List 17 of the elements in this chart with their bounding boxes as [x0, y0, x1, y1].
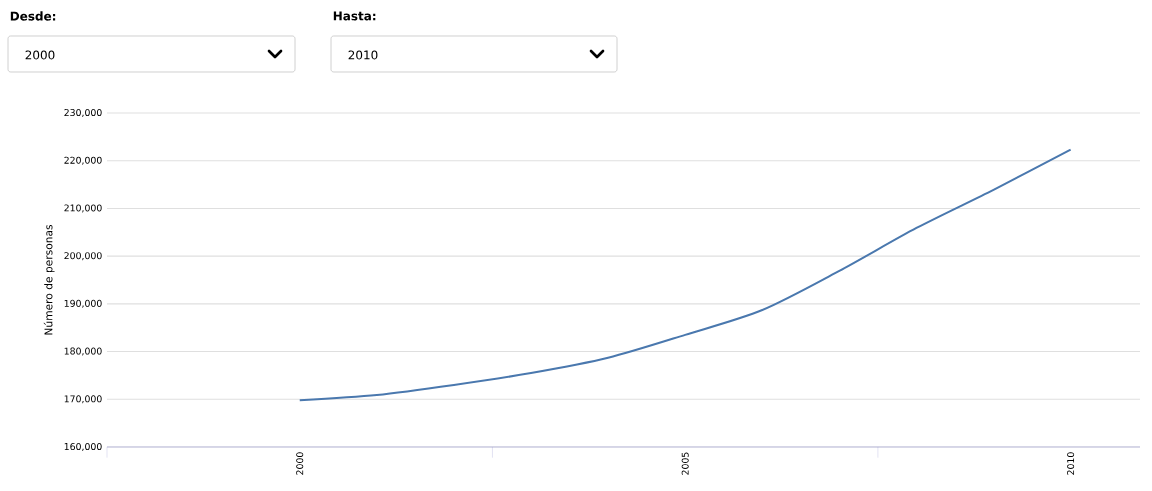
y-tick-label: 180,000: [64, 347, 102, 356]
y-tick-label: 230,000: [64, 108, 102, 117]
y-tick-label: 220,000: [64, 156, 102, 165]
y-tick-label: 210,000: [64, 204, 102, 213]
x-tick-label: 2000: [296, 452, 304, 475]
y-tick-label: 190,000: [64, 299, 102, 308]
y-tick-label: 170,000: [64, 395, 102, 404]
text: 2000: [25, 50, 55, 60]
y-tick-label: 160,000: [64, 442, 102, 451]
x-tick-label: 2005: [681, 452, 689, 475]
text: Desde:: [10, 11, 56, 21]
y-axis-title: Número de personas: [43, 224, 55, 335]
y-tick-label: 200,000: [64, 252, 102, 261]
text: 2010: [348, 50, 378, 60]
line-series: [298, 148, 1072, 402]
x-tick-label: 2010: [1067, 452, 1075, 475]
text: Hasta:: [333, 11, 376, 21]
